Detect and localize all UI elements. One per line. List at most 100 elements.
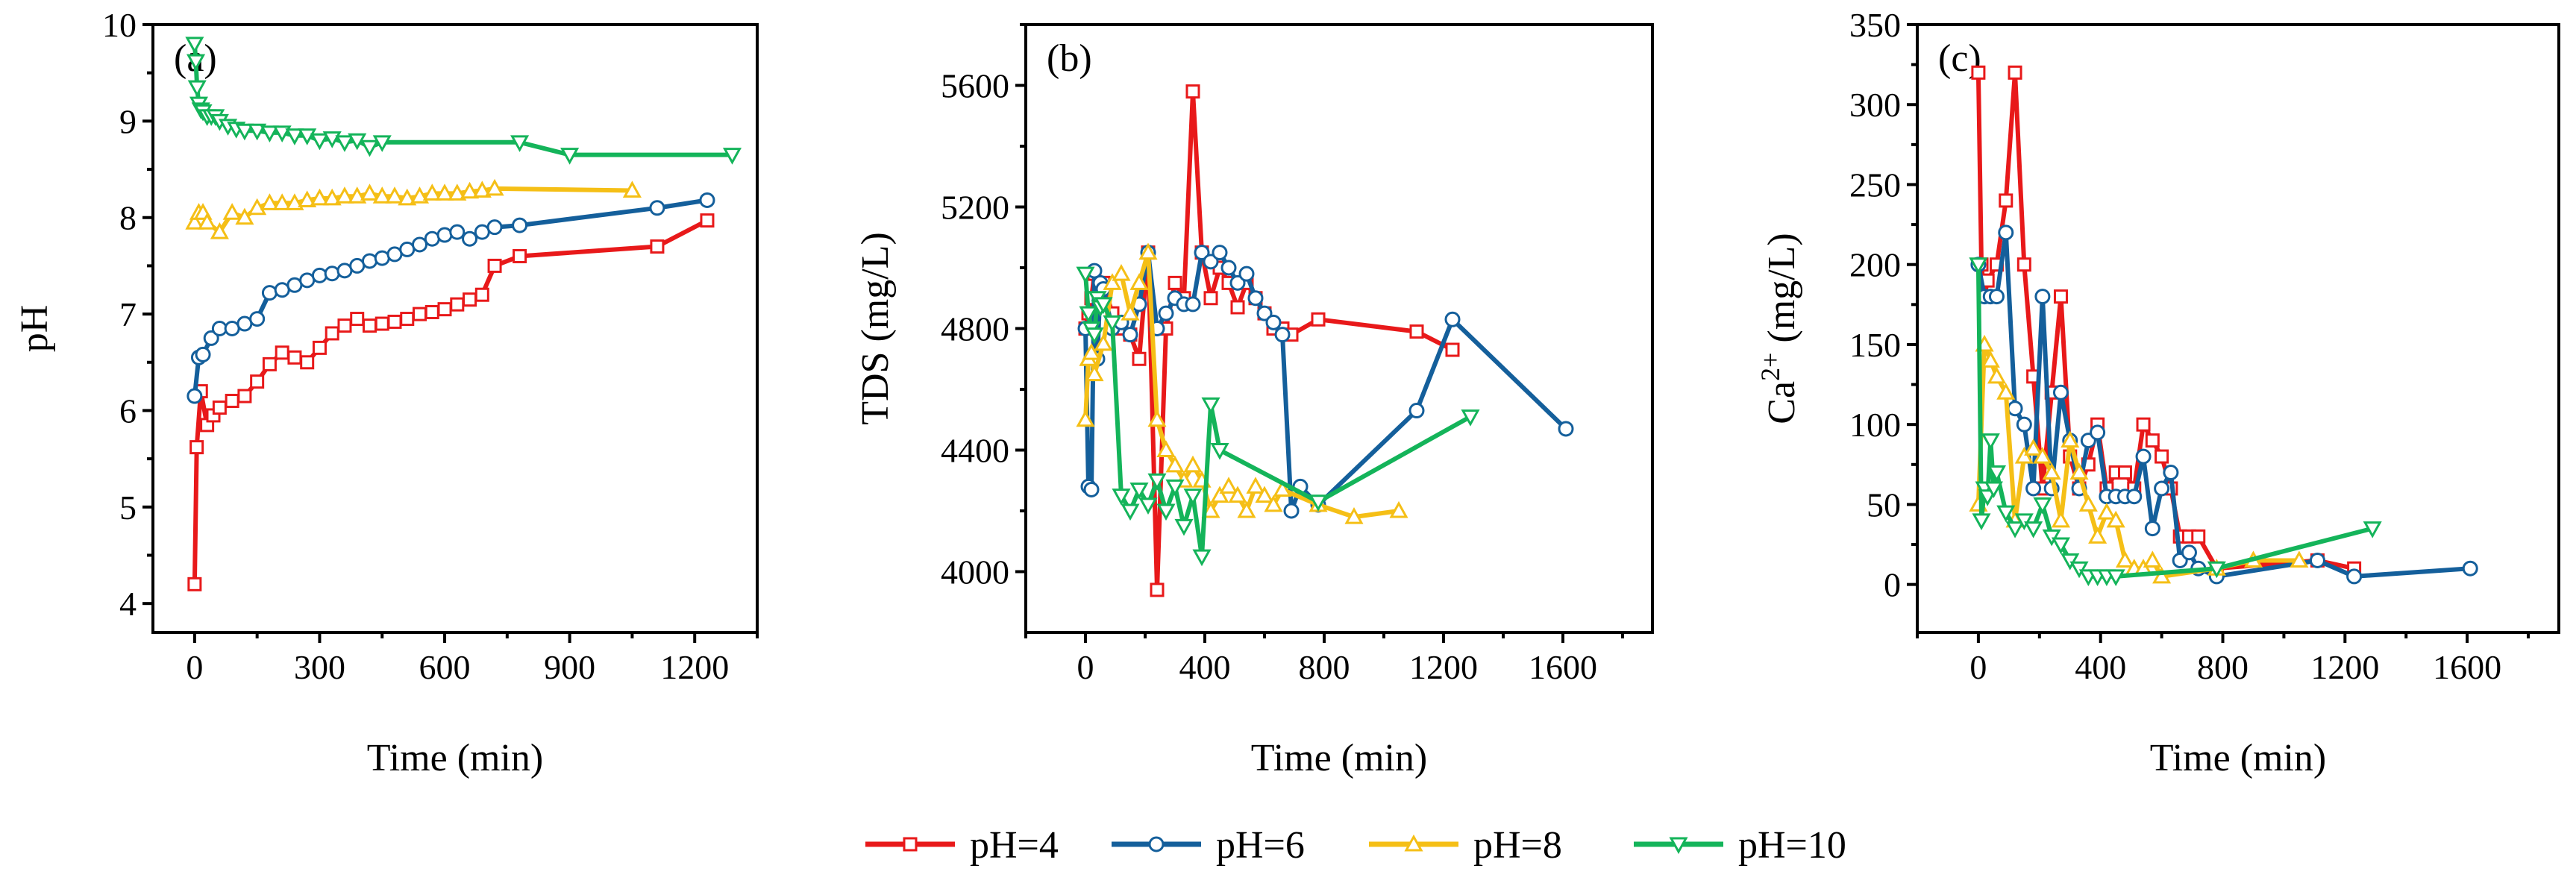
data-point: [2024, 439, 2043, 456]
data-point: [186, 54, 206, 72]
data-point: [2078, 494, 2098, 512]
data-point: [1999, 193, 2014, 208]
legend-label: pH=10: [1738, 824, 1846, 867]
y-tick-label-a: 6: [119, 392, 137, 430]
data-point: [1132, 351, 1147, 366]
panel-c-calcium-vs-time: 0 400 800 1200 1600 0 50 100 150 200 250 300 350 Time…: [1755, 6, 2560, 779]
data-point: [2042, 529, 2061, 547]
data-point: [435, 183, 454, 201]
data-point: [2016, 416, 2032, 433]
data-point: [361, 253, 377, 269]
data-point: [2106, 569, 2125, 587]
legend-label: pH=8: [1473, 824, 1562, 867]
legend-marker: [1404, 834, 1423, 852]
data-point: [448, 183, 467, 201]
data-point: [261, 285, 278, 301]
data-point: [722, 148, 742, 165]
data-point: [250, 374, 265, 389]
series-pH8-a: [185, 178, 642, 239]
series-pH4-a: [187, 213, 715, 591]
data-point: [310, 133, 329, 151]
x-tick-label-c: 1600: [2433, 648, 2501, 686]
data-point: [360, 183, 380, 201]
series-line: [192, 186, 633, 235]
data-point: [1558, 421, 1574, 437]
y-tick-label-c: 0: [1884, 566, 1901, 604]
y-tick-label-b: 4400: [941, 432, 1009, 470]
y-tick-label-b: 5200: [941, 189, 1009, 227]
data-point: [560, 148, 580, 165]
data-point: [1984, 481, 2003, 499]
legend-item-pH6: pH=6: [1112, 824, 1305, 867]
data-point: [372, 135, 392, 152]
data-point: [1183, 455, 1203, 473]
y-tick-label-c: 250: [1849, 166, 1901, 204]
legend-item-pH10: pH=10: [1634, 824, 1846, 867]
data-point: [1220, 260, 1237, 276]
x-tick-label-a: 300: [294, 648, 345, 686]
series-line: [1083, 250, 1568, 513]
y-tick-label-c: 50: [1867, 486, 1901, 524]
data-point: [2005, 521, 2025, 538]
data-point: [410, 186, 430, 204]
data-point: [1103, 315, 1122, 333]
plot-frame-a: [151, 23, 759, 634]
series-line: [192, 218, 709, 585]
data-point: [372, 186, 392, 204]
data-point: [298, 128, 317, 145]
data-point: [285, 193, 304, 210]
data-point: [324, 266, 340, 282]
data-point: [362, 318, 377, 333]
data-point: [189, 440, 204, 455]
data-point: [2117, 465, 2132, 480]
data-point: [1129, 273, 1149, 290]
legend-item-pH4: pH=4: [865, 824, 1059, 867]
data-point: [1174, 518, 1194, 536]
data-point: [413, 307, 427, 321]
data-point: [287, 350, 302, 365]
data-point: [1122, 327, 1138, 343]
data-point: [424, 305, 439, 320]
data-point: [513, 248, 527, 263]
series-line: [192, 43, 733, 157]
data-point: [385, 186, 404, 204]
x-tick-label-a: 900: [544, 648, 595, 686]
data-point: [462, 230, 478, 247]
data-point: [1129, 482, 1149, 500]
y-tick-label-a: 4: [119, 585, 137, 623]
data-point: [375, 316, 389, 331]
data-point: [1165, 479, 1185, 497]
data-point: [1998, 224, 2014, 241]
data-point: [1445, 342, 1460, 357]
x-axis-title-c: Time (min): [2150, 737, 2326, 779]
data-point: [2033, 446, 2052, 464]
data-point: [2052, 384, 2069, 400]
data-point: [1150, 582, 1165, 597]
x-tick-label-c: 1200: [2310, 648, 2379, 686]
data-point: [272, 193, 292, 210]
panel-tag-b: (b): [1047, 37, 1092, 80]
data-point: [212, 400, 227, 415]
y-axis-title-b: TDS (mg/L): [854, 232, 897, 425]
y-tick-label-c: 350: [1849, 6, 1901, 44]
data-point: [300, 355, 315, 370]
data-point: [310, 188, 329, 206]
data-point: [1969, 257, 1988, 274]
data-point: [374, 250, 390, 266]
data-point: [2069, 462, 2089, 480]
data-point: [2346, 568, 2363, 585]
data-point: [1183, 489, 1203, 506]
data-point: [1229, 274, 1246, 291]
data-point: [1076, 266, 1095, 284]
data-point: [2014, 446, 2034, 464]
data-point: [1138, 242, 1158, 260]
data-point: [2143, 550, 2162, 568]
data-point: [1201, 397, 1220, 415]
legend: pH=4 pH=6 pH=8 pH=10: [865, 824, 1846, 867]
data-point: [2290, 550, 2309, 568]
legend-item-pH8: pH=8: [1369, 824, 1562, 867]
y-tick-label-a: 9: [119, 102, 137, 140]
data-point: [1309, 494, 1328, 512]
data-point: [1283, 503, 1300, 519]
series-pH4-c: [1971, 65, 2362, 576]
